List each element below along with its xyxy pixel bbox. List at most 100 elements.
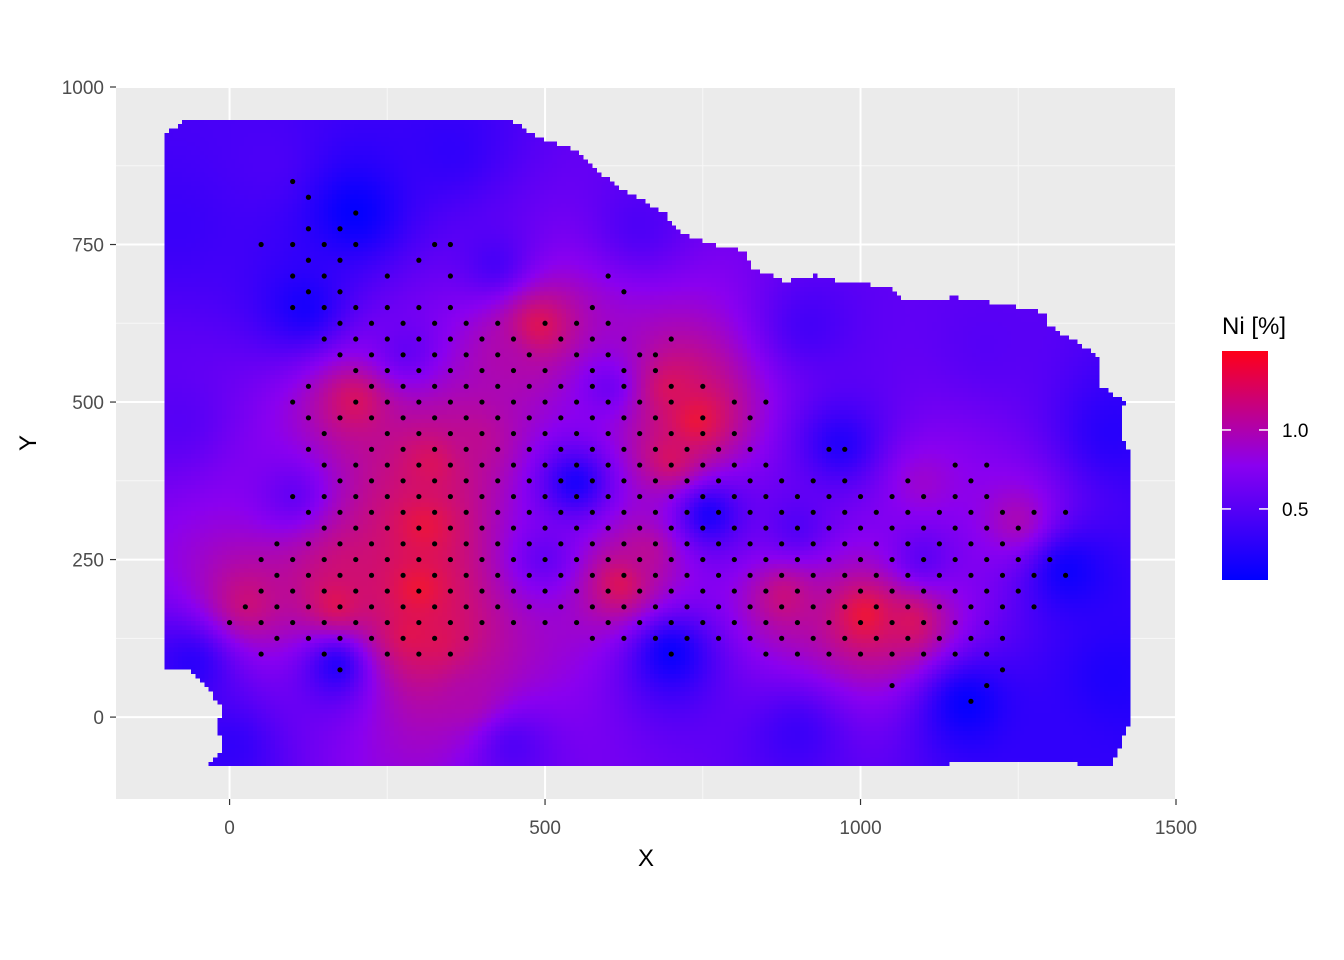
sample-point (968, 698, 974, 704)
sample-point (589, 367, 595, 374)
sample-point (463, 478, 469, 484)
sample-point (984, 556, 990, 563)
sample-point (810, 635, 816, 641)
sample-point (353, 399, 359, 405)
sample-point (605, 556, 611, 563)
sample-point (873, 541, 879, 547)
sample-point (479, 619, 485, 626)
sample-point (416, 399, 422, 405)
sample-point (589, 478, 595, 484)
sample-point (684, 509, 690, 515)
sample-point (573, 399, 580, 405)
sample-point (621, 289, 627, 295)
sample-point (589, 304, 595, 311)
sample-point (889, 619, 895, 626)
sample-point (384, 304, 390, 311)
sample-point (999, 604, 1006, 610)
sample-point (668, 462, 674, 468)
sample-point (321, 619, 327, 626)
sample-point (290, 241, 296, 248)
sample-point (416, 651, 422, 657)
sample-point (353, 462, 359, 468)
sample-point (637, 352, 643, 358)
sample-point (589, 336, 595, 342)
sample-point (510, 493, 517, 500)
sample-point (700, 415, 706, 421)
sample-point (463, 352, 469, 358)
sample-point (889, 588, 895, 594)
sample-point (305, 509, 312, 515)
sample-point (368, 635, 375, 641)
sample-point (353, 336, 359, 342)
sample-point (337, 478, 343, 484)
sample-point (400, 509, 406, 515)
sample-point (495, 604, 501, 610)
sample-point (447, 336, 454, 342)
sample-point (889, 525, 895, 531)
sample-point (384, 273, 390, 279)
sample-point (290, 619, 296, 626)
sample-point (637, 462, 643, 468)
sample-point (479, 430, 485, 437)
sample-point (479, 556, 485, 563)
sample-point (763, 556, 769, 563)
sample-point (368, 383, 375, 389)
sample-point (652, 415, 659, 421)
sample-point (857, 493, 864, 500)
sample-point (857, 525, 864, 531)
sample-point (337, 257, 343, 263)
sample-point (321, 525, 327, 531)
sample-point (857, 651, 864, 657)
sample-point (621, 604, 627, 610)
sample-point (416, 525, 422, 531)
sample-point (305, 415, 312, 421)
sample-point (463, 572, 469, 578)
sample-point (337, 352, 343, 358)
x-tick-label: 0 (224, 818, 235, 839)
sample-point (652, 541, 659, 547)
sample-point (621, 415, 627, 421)
sample-point (542, 493, 548, 500)
sample-point (321, 430, 327, 437)
sample-point (432, 241, 438, 248)
sample-point (526, 446, 532, 452)
sample-point (936, 541, 942, 547)
sample-point (495, 352, 501, 358)
sample-point (305, 194, 312, 200)
sample-point (432, 446, 438, 452)
sample-point (510, 336, 517, 342)
sample-point (384, 651, 390, 657)
sample-point (305, 226, 312, 232)
sample-point (826, 651, 832, 657)
sample-point (652, 635, 659, 641)
sample-point (684, 446, 690, 452)
sample-point (558, 572, 564, 578)
sample-point (652, 478, 659, 484)
sample-point (432, 604, 438, 610)
sample-point (305, 572, 312, 578)
sample-point (637, 525, 643, 531)
sample-point (621, 509, 627, 515)
sample-point (479, 399, 485, 405)
sample-point (952, 588, 958, 594)
sample-point (573, 462, 580, 468)
sample-point (652, 446, 659, 452)
sample-point (921, 525, 927, 531)
sample-point (384, 367, 390, 374)
sample-point (652, 604, 659, 610)
sample-point (779, 572, 785, 578)
sample-point (984, 462, 990, 468)
sample-point (984, 682, 990, 689)
sample-point (510, 399, 517, 405)
sample-point (873, 635, 879, 641)
sample-point (463, 509, 469, 515)
sample-point (400, 352, 406, 358)
sample-point (763, 462, 769, 468)
sample-point (495, 478, 501, 484)
sample-point (384, 493, 390, 500)
sample-point (558, 478, 564, 484)
sample-point (921, 619, 927, 626)
sample-point (1031, 509, 1037, 515)
sample-point (495, 446, 501, 452)
sample-point (936, 635, 942, 641)
